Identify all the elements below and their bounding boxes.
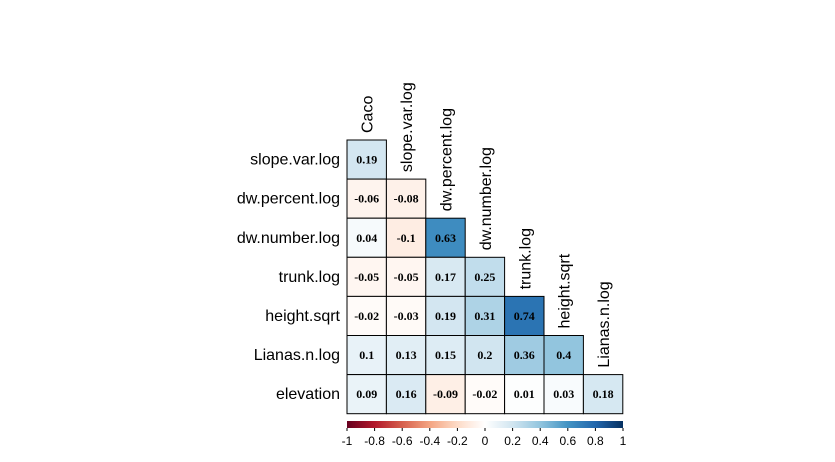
heatmap-cell — [504, 335, 545, 376]
cell-value-label: -0.05 — [354, 270, 379, 284]
heatmap-cell — [385, 178, 427, 219]
matrix-cells: 0.19 -0.06 -0.08 0.04 -0.1 0.63 -0.05 -0.05 0.17… — [346, 139, 624, 415]
row-label: height.sqrt — [265, 308, 340, 325]
column-label: dw.percent.log — [439, 108, 456, 211]
cell-value-label: 0.16 — [396, 387, 417, 401]
heatmap-cell — [464, 335, 506, 376]
cell-value-label: -0.05 — [394, 270, 419, 284]
heatmap-cell — [464, 374, 506, 415]
heatmap-cell — [582, 374, 624, 415]
cell-value-label: 0.03 — [553, 387, 574, 401]
colorbar-tick-label: -0.8 — [364, 434, 385, 448]
cell-value-label: -0.1 — [397, 231, 416, 245]
colorbar-tick-label: 0.6 — [559, 434, 576, 448]
heatmap-cell — [543, 335, 584, 376]
column-label: slope.var.log — [399, 82, 416, 172]
cell-value-label: 0.13 — [396, 348, 417, 362]
heatmap-cell — [425, 295, 466, 336]
colorbar-tick-label: -0.6 — [392, 434, 413, 448]
cell-value-label: 0.15 — [435, 348, 456, 362]
column-label: trunk.log — [517, 228, 534, 289]
column-labels: Caco slope.var.log dw.percent.log dw.number… — [360, 82, 613, 367]
cell-value-label: 0.2 — [477, 348, 492, 362]
heatmap-cell — [385, 256, 427, 297]
heatmap-cell — [425, 374, 466, 415]
heatmap-cell — [385, 335, 427, 376]
cell-value-label: -0.02 — [472, 387, 497, 401]
heatmap-cell — [346, 256, 387, 297]
row-label: elevation — [276, 386, 340, 403]
colorbar-tick-label: -0.2 — [447, 434, 468, 448]
cell-value-label: -0.09 — [433, 387, 458, 401]
colorbar-tick-label: 0.4 — [532, 434, 549, 448]
color-legend: -1 -0.8 -0.6 -0.4 -0.2 0 0.2 0.4 0.6 0.8 1 — [342, 421, 627, 448]
cell-value-label: 0.19 — [435, 309, 456, 323]
heatmap-cell — [425, 217, 466, 258]
cell-value-label: 0.1 — [359, 348, 374, 362]
colorbar-tick-label: -1 — [342, 434, 353, 448]
colorbar — [347, 421, 623, 428]
colorbar-tick-label: -0.4 — [419, 434, 440, 448]
cell-value-label: 0.4 — [556, 348, 571, 362]
cell-value-label: 0.25 — [474, 270, 495, 284]
heatmap-cell — [464, 295, 506, 336]
heatmap-cell — [346, 139, 387, 180]
heatmap-cell — [425, 335, 466, 376]
column-label: height.sqrt — [557, 253, 574, 328]
cell-value-label: 0.17 — [435, 270, 456, 284]
heatmap-cell — [464, 256, 506, 297]
cell-value-label: 0.04 — [356, 231, 377, 245]
colorbar-tick-label: 0.8 — [587, 434, 604, 448]
column-label: Lianas.n.log — [596, 281, 613, 367]
cell-value-label: 0.36 — [514, 348, 535, 362]
column-label: dw.number.log — [478, 147, 495, 250]
cell-value-label: -0.02 — [354, 309, 379, 323]
cell-value-label: 0.74 — [514, 309, 535, 323]
cell-value-label: 0.63 — [435, 231, 456, 245]
heatmap-cell — [504, 374, 545, 415]
row-label: dw.percent.log — [237, 191, 340, 208]
colorbar-tick-label: 0 — [482, 434, 489, 448]
cell-value-label: 0.09 — [356, 387, 377, 401]
cell-value-label: 0.01 — [514, 387, 535, 401]
row-label: Lianas.n.log — [254, 347, 340, 364]
cell-value-label: -0.03 — [394, 309, 419, 323]
cell-value-label: -0.06 — [354, 192, 379, 206]
colorbar-tick-label: 1 — [620, 434, 627, 448]
cell-value-label: 0.18 — [593, 387, 614, 401]
cell-value-label: 0.19 — [356, 153, 377, 167]
heatmap-cell — [346, 374, 387, 415]
row-label: slope.var.log — [250, 152, 340, 169]
heatmap-cell — [504, 295, 545, 336]
colorbar-tick-label: 0.2 — [504, 434, 521, 448]
row-labels: slope.var.log dw.percent.log dw.number.log… — [237, 152, 341, 404]
cell-value-label: 0.31 — [474, 309, 495, 323]
column-label: Caco — [360, 96, 377, 133]
heatmap-cell — [385, 217, 427, 258]
heatmap-cell — [543, 374, 584, 415]
row-label: trunk.log — [279, 269, 340, 286]
heatmap-cell — [385, 374, 427, 415]
cell-value-label: -0.08 — [394, 192, 419, 206]
row-label: dw.number.log — [237, 230, 340, 247]
